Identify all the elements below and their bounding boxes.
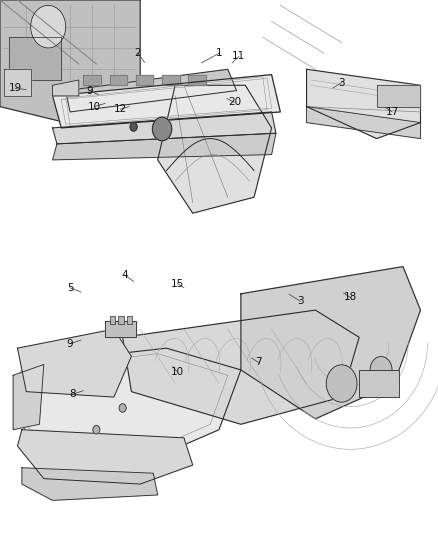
Polygon shape	[110, 75, 127, 85]
Text: 8: 8	[69, 390, 76, 399]
Text: 19: 19	[9, 84, 22, 93]
Polygon shape	[123, 310, 359, 424]
Text: 9: 9	[67, 339, 74, 349]
Polygon shape	[4, 69, 31, 96]
Circle shape	[152, 117, 172, 141]
Polygon shape	[53, 80, 79, 96]
Text: 15: 15	[171, 279, 184, 288]
Circle shape	[119, 403, 126, 412]
Text: 4: 4	[121, 270, 128, 280]
Polygon shape	[9, 37, 61, 80]
Polygon shape	[18, 329, 131, 397]
Circle shape	[326, 365, 357, 402]
Polygon shape	[307, 107, 420, 139]
Bar	[359, 370, 399, 397]
Text: 1: 1	[215, 49, 223, 58]
Circle shape	[370, 357, 392, 383]
Polygon shape	[136, 75, 153, 85]
Text: 9: 9	[86, 86, 93, 95]
Text: 18: 18	[344, 293, 357, 302]
Polygon shape	[13, 365, 44, 430]
Text: 10: 10	[171, 367, 184, 377]
Text: 17: 17	[385, 107, 399, 117]
Polygon shape	[22, 468, 158, 500]
Bar	[118, 316, 124, 324]
Polygon shape	[0, 0, 140, 123]
Circle shape	[93, 425, 100, 434]
Text: 3: 3	[297, 296, 304, 306]
Polygon shape	[105, 321, 136, 337]
Polygon shape	[53, 112, 276, 144]
Polygon shape	[158, 85, 272, 213]
Polygon shape	[377, 85, 420, 107]
Text: 2: 2	[134, 49, 141, 58]
Polygon shape	[53, 133, 276, 160]
Polygon shape	[307, 69, 420, 139]
Polygon shape	[66, 69, 237, 112]
Bar	[127, 316, 132, 324]
Text: 5: 5	[67, 283, 74, 293]
Text: 10: 10	[88, 102, 101, 111]
Text: 12: 12	[114, 104, 127, 114]
Text: 3: 3	[338, 78, 345, 87]
Polygon shape	[18, 430, 193, 484]
Text: 11: 11	[232, 52, 245, 61]
Polygon shape	[241, 266, 420, 419]
Polygon shape	[18, 348, 241, 468]
Text: 20: 20	[228, 98, 241, 107]
Polygon shape	[188, 75, 206, 85]
Polygon shape	[83, 75, 101, 85]
Polygon shape	[53, 75, 280, 128]
Polygon shape	[162, 75, 180, 85]
Bar	[110, 316, 115, 324]
Circle shape	[130, 123, 137, 131]
Circle shape	[31, 5, 66, 48]
Text: 7: 7	[255, 358, 262, 367]
